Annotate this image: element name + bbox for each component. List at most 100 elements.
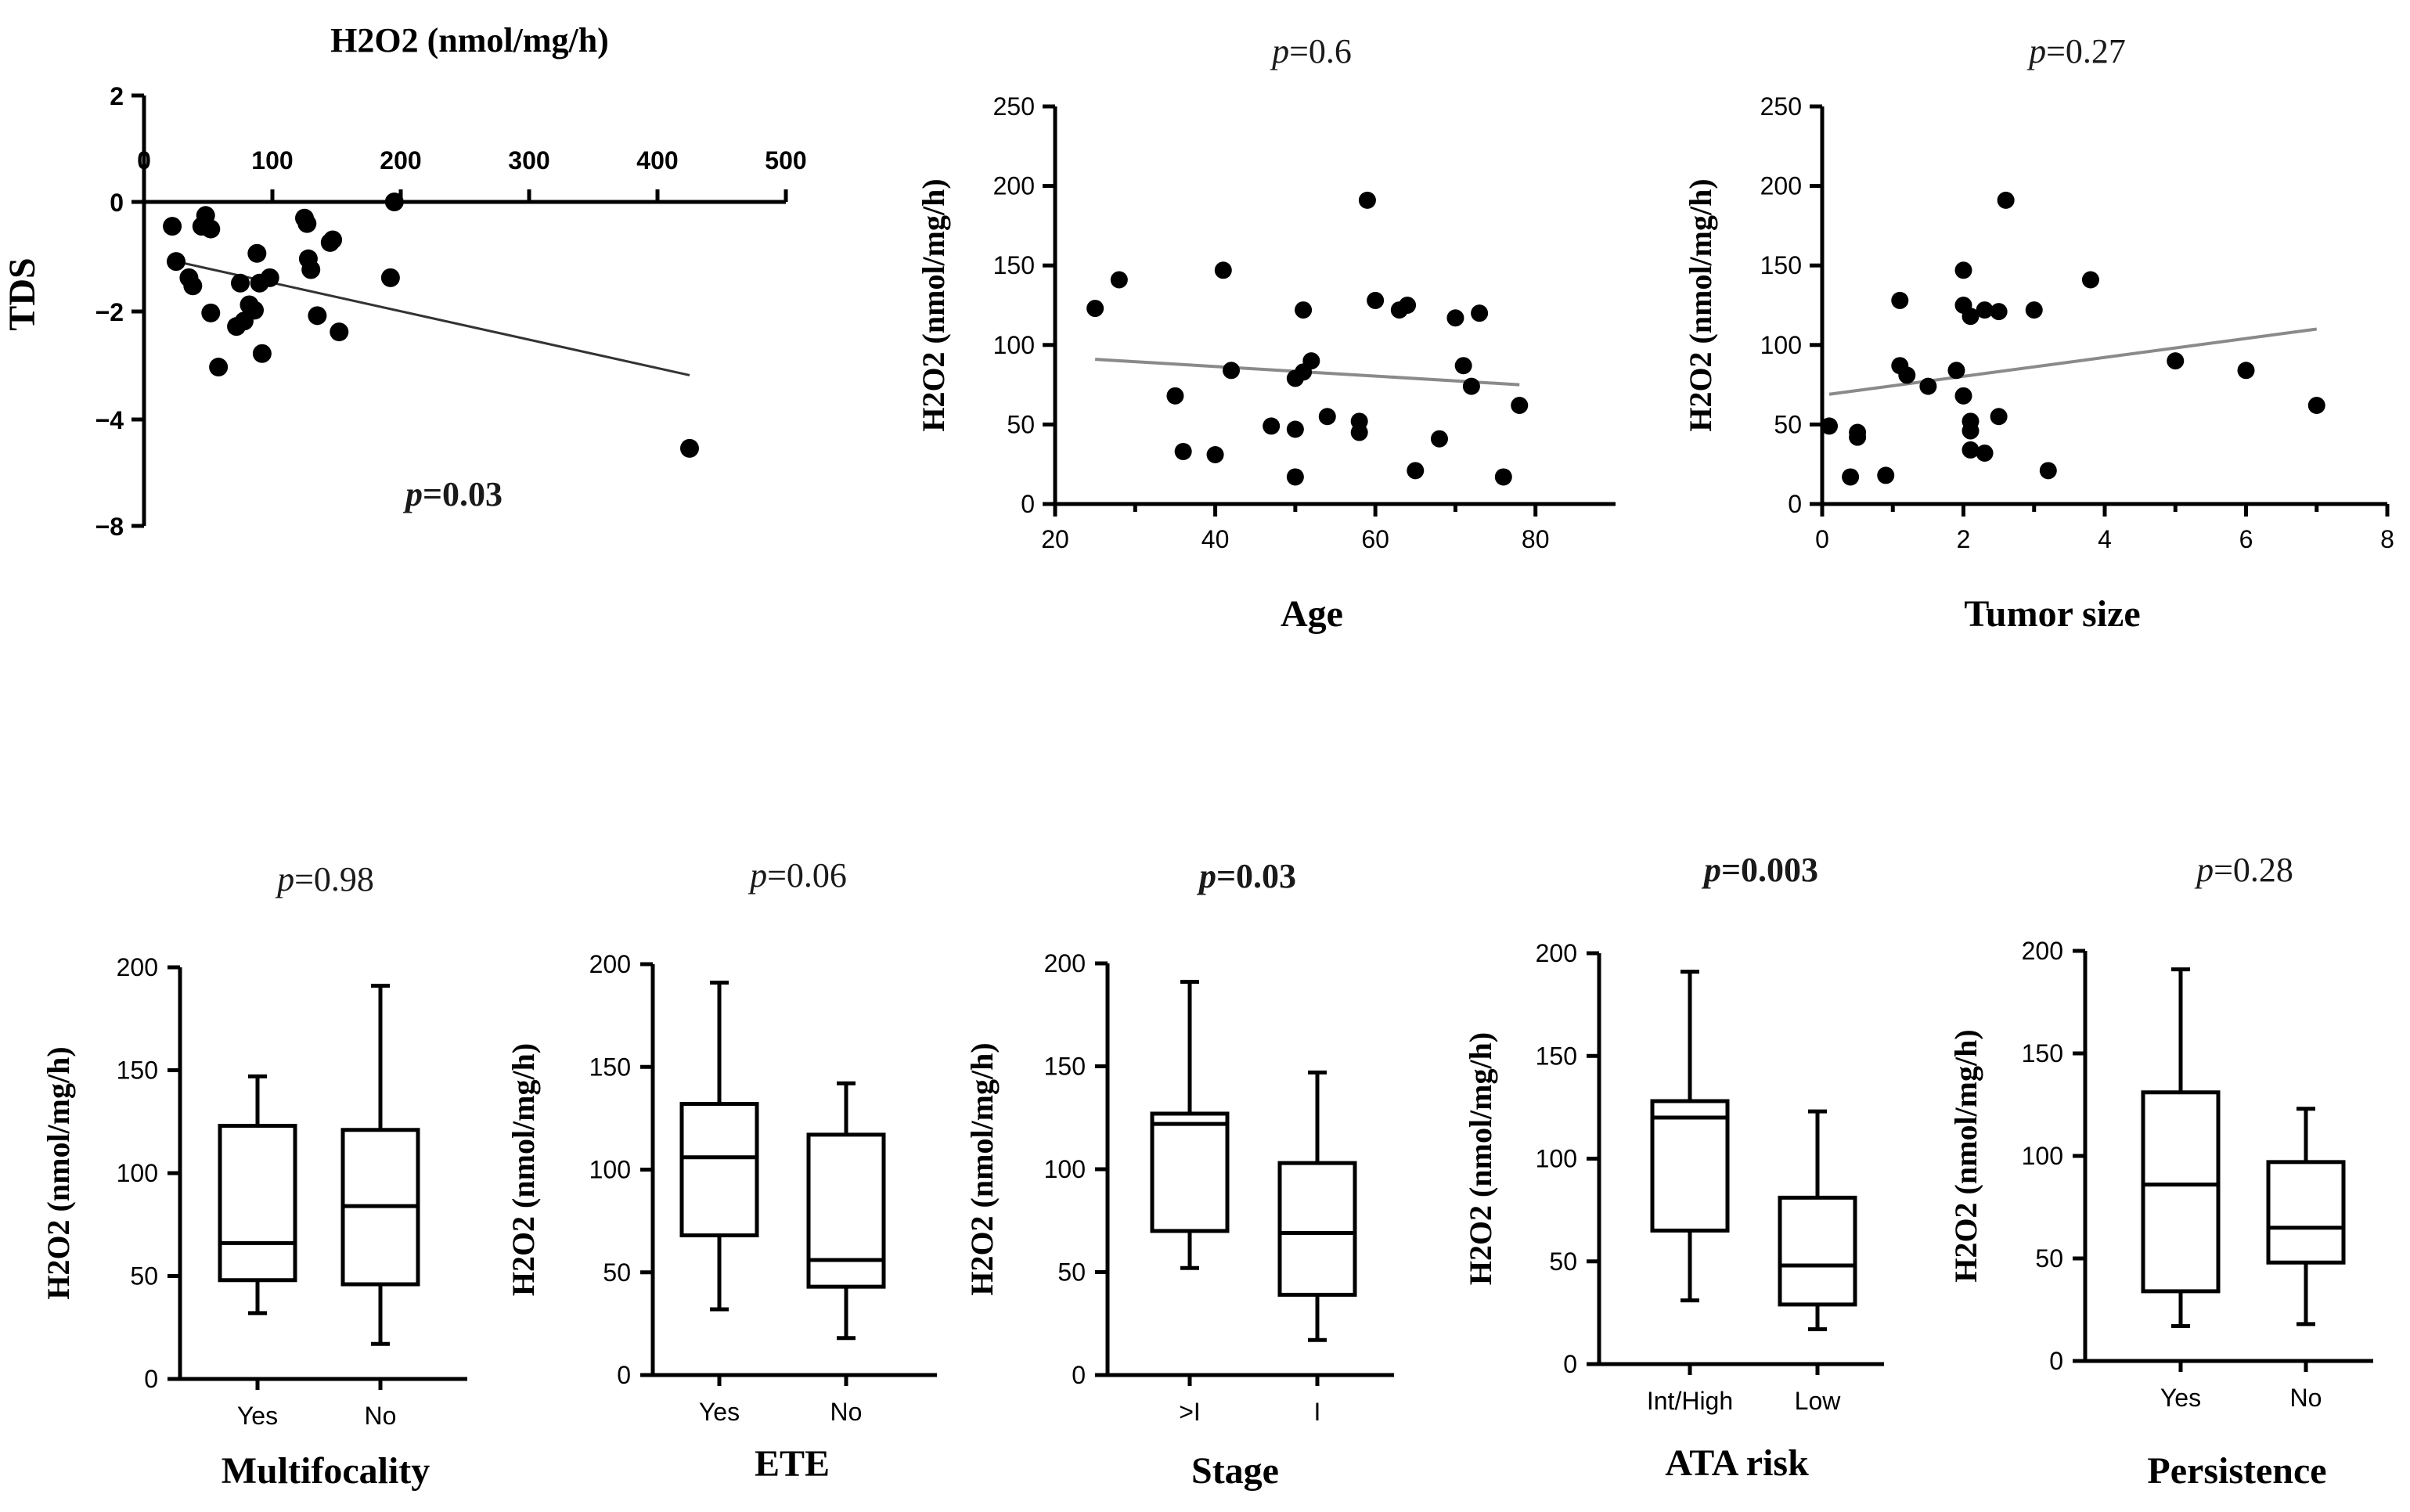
y-tick-label: 50 bbox=[1007, 410, 1035, 438]
data-point bbox=[1407, 462, 1425, 480]
y-axis-label: H2O2 (nmol/mg/h) bbox=[506, 1043, 541, 1296]
p-value: =0.003 bbox=[1721, 851, 1818, 889]
y-tick-label: 150 bbox=[1536, 1042, 1577, 1070]
data-point bbox=[1263, 417, 1281, 435]
x-axis-label: Stage bbox=[1191, 1450, 1279, 1492]
data-point bbox=[680, 438, 699, 458]
x-axis-label: Multifocality bbox=[222, 1450, 430, 1492]
x-tick-label: I bbox=[1314, 1398, 1321, 1426]
data-point bbox=[163, 217, 182, 236]
regression-line bbox=[1828, 327, 2318, 396]
y-tick-label: 100 bbox=[1760, 331, 1802, 359]
data-point bbox=[1318, 408, 1336, 426]
x-tick-label: >I bbox=[1179, 1398, 1201, 1426]
y-axis-label: H2O2 (nmol/mg/h) bbox=[1948, 1029, 1983, 1282]
chart-title: H2O2 (nmol/mg/h) bbox=[330, 21, 609, 59]
data-point bbox=[1997, 191, 2015, 209]
y-tick-label: −8 bbox=[95, 513, 124, 541]
y-axis-label: TDS bbox=[2, 257, 43, 330]
data-point bbox=[1898, 366, 1916, 384]
data-point bbox=[2167, 352, 2185, 370]
y-tick-label: 150 bbox=[1044, 1053, 1086, 1081]
y-tick-label: 250 bbox=[1760, 92, 1802, 121]
data-point bbox=[1086, 300, 1104, 318]
chart-title: p=0.27 bbox=[2026, 32, 2126, 70]
iqr-box bbox=[2141, 1090, 2221, 1294]
x-tick-label: Yes bbox=[2160, 1384, 2201, 1412]
box-0 bbox=[2141, 967, 2221, 1328]
chart-title: p=0.6 bbox=[1270, 32, 1352, 70]
p-value: =0.28 bbox=[2214, 851, 2293, 889]
y-tick-label: 200 bbox=[1760, 172, 1802, 200]
x-tick-label: No bbox=[830, 1398, 863, 1426]
data-point bbox=[1511, 397, 1529, 415]
data-point bbox=[1494, 468, 1512, 486]
y-tick-label: 200 bbox=[2022, 937, 2063, 965]
y-axis-label: H2O2 (nmol/mg/h) bbox=[964, 1042, 1000, 1295]
y-tick-label: 0 bbox=[144, 1365, 158, 1393]
y-tick-label: 100 bbox=[1044, 1155, 1086, 1183]
data-point bbox=[260, 268, 279, 287]
data-point bbox=[231, 273, 250, 293]
data-point bbox=[1358, 191, 1376, 209]
chart-title: p=0.06 bbox=[747, 856, 847, 895]
y-tick-label: 200 bbox=[1536, 939, 1577, 967]
data-point bbox=[1471, 304, 1489, 322]
iqr-box bbox=[1150, 1111, 1230, 1233]
data-point bbox=[1877, 466, 1895, 484]
chart-ata-boxplot: p=0.003 H2O2 (nmol/mg/h) ATA risk 0 50 100 150… bbox=[1463, 851, 1884, 1484]
data-point bbox=[167, 252, 186, 272]
x-tick-label: No bbox=[2290, 1384, 2322, 1412]
x-tick-label: 300 bbox=[508, 146, 549, 175]
data-point bbox=[1446, 309, 1464, 327]
x-axis-label: Persistence bbox=[2147, 1450, 2326, 1492]
data-point bbox=[245, 301, 265, 320]
x-axis-label: Age bbox=[1281, 593, 1343, 635]
p-symbol: p bbox=[1270, 32, 1289, 70]
p-symbol: p bbox=[1196, 857, 1216, 895]
data-point bbox=[1454, 357, 1472, 375]
data-point bbox=[1821, 417, 1839, 435]
data-point bbox=[1990, 303, 2008, 321]
chart-persistence-boxplot: p=0.28 H2O2 (nmol/mg/h) Persistence 0 50 100 1… bbox=[1948, 851, 2373, 1492]
x-tick-label: 60 bbox=[1361, 525, 1389, 553]
x-tick-label: Int/High bbox=[1647, 1387, 1733, 1415]
iqr-box bbox=[1778, 1195, 1857, 1307]
y-tick-label: 50 bbox=[2035, 1244, 2063, 1273]
y-tick-label: 250 bbox=[993, 92, 1035, 121]
y-tick-label: 100 bbox=[117, 1159, 158, 1187]
box-1 bbox=[2266, 1107, 2346, 1327]
y-axis-label: H2O2 (nmol/mg/h) bbox=[1463, 1032, 1498, 1285]
p-symbol: p bbox=[747, 856, 767, 895]
iqr-box bbox=[679, 1102, 759, 1237]
data-point bbox=[1976, 444, 1994, 462]
box-1 bbox=[340, 984, 420, 1346]
y-tick-label: 50 bbox=[1774, 410, 1802, 438]
data-point bbox=[1430, 430, 1448, 448]
y-tick-label: 200 bbox=[117, 953, 158, 981]
data-point bbox=[330, 322, 349, 342]
x-tick-label: 40 bbox=[1201, 525, 1230, 553]
y-tick-label: 0 bbox=[617, 1361, 631, 1389]
chart-tds-scatter: H2O2 (nmol/mg/h) TDS 2 0 −2 −4 −8 0 100 200 300 400… bbox=[2, 21, 807, 541]
p-symbol: p bbox=[275, 860, 294, 898]
data-point bbox=[301, 260, 321, 279]
box-1 bbox=[1277, 1070, 1357, 1342]
data-point bbox=[380, 268, 400, 287]
x-tick-label: No bbox=[365, 1402, 397, 1430]
data-point bbox=[1990, 408, 2008, 426]
data-point bbox=[1295, 301, 1313, 319]
chart-title: p=0.98 bbox=[275, 860, 374, 898]
data-point bbox=[1399, 297, 1417, 314]
data-point bbox=[1919, 377, 1937, 395]
box-0 bbox=[1150, 980, 1230, 1270]
x-axis-label: ATA risk bbox=[1665, 1442, 1809, 1484]
chart-title: p=0.003 bbox=[1701, 851, 1818, 889]
iqr-box bbox=[2266, 1160, 2346, 1265]
x-tick-label: 2 bbox=[1957, 525, 1971, 553]
data-point bbox=[1954, 387, 1972, 405]
data-point bbox=[323, 230, 343, 250]
y-tick-label: 0 bbox=[1788, 490, 1802, 518]
y-tick-label: 200 bbox=[1044, 949, 1086, 977]
data-point bbox=[1214, 261, 1232, 279]
